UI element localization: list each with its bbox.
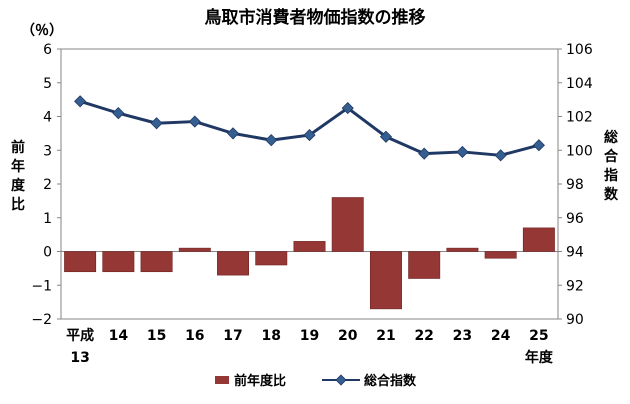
category-label: 16 [185,328,204,344]
bar [484,251,517,259]
category-label: 14 [109,328,129,344]
category-label: 24 [491,328,511,344]
right-axis-title-char: 総 [604,129,618,146]
left-axis-title-char: 前 [11,139,25,156]
bar [140,251,173,273]
right-tick-label: 92 [566,278,584,294]
legend: 前年度比 総合指数 [215,373,417,389]
category-label: 13 [70,350,89,366]
category-label: 21 [376,328,395,344]
left-tick-label: 5 [43,76,52,92]
right-tick-label: 102 [566,110,593,126]
category-label: 20 [338,328,358,344]
category-label: 年度 [525,349,554,366]
line-marker [341,101,354,115]
line-marker [74,95,87,108]
bar [331,197,364,252]
line-marker [112,107,125,120]
right-tick-label: 104 [566,76,593,92]
line-marker [532,139,545,152]
left-axis-ticks: 6 5 4 3 2 1 0 −1 −2 [31,42,61,328]
line-marker [188,115,201,128]
line-marker [494,149,507,162]
category-label: 22 [414,328,433,344]
line-series [74,95,545,162]
left-tick-label: 6 [43,42,52,58]
left-tick-label: −1 [31,278,52,294]
right-axis-ticks: 106 104 102 100 98 96 94 92 90 [558,42,593,328]
bar [369,251,402,310]
bar [178,247,211,252]
bar [408,251,441,279]
line-marker [226,127,240,140]
bar-series [64,197,555,310]
line-marker [150,117,163,130]
right-tick-label: 98 [566,177,584,193]
chart-title: 鳥取市消費者物価指数の推移 [205,7,426,28]
left-axis-title-char: 比 [11,196,25,213]
bar [217,251,250,276]
left-tick-label: 2 [43,177,52,193]
category-label: 15 [147,328,166,344]
line-marker [379,130,393,143]
line-marker [265,134,278,147]
left-axis-title-char: 年 [11,158,25,175]
left-axis-title: 前年度比 [11,139,26,213]
legend-bar-label: 前年度比 [234,373,286,389]
category-label: 19 [300,328,319,344]
right-tick-label: 100 [566,143,593,159]
left-axis-unit: （％） [21,23,63,39]
category-labels: 平成 13 14 15 16 17 18 19 20 21 22 23 24 25 年度 [66,327,554,366]
bar [102,251,135,273]
bar [293,241,326,252]
category-label: 17 [223,328,242,344]
bar [64,251,97,273]
line-marker [418,147,431,160]
right-tick-label: 106 [566,42,593,58]
left-tick-label: 0 [43,245,52,261]
category-label: 25 [529,328,548,344]
left-axis-title-char: 度 [11,177,26,194]
left-tick-label: −2 [31,312,52,328]
right-axis-title: 総合指数 [604,129,619,203]
plot-area [60,48,559,320]
left-tick-label: 1 [43,211,52,227]
right-axis-title-char: 合 [604,148,619,165]
bar [522,227,555,252]
right-axis-title-char: 指 [604,167,618,184]
bar [255,251,288,266]
legend-line-marker [335,374,347,386]
category-label: 23 [453,328,472,344]
right-tick-label: 90 [566,312,584,328]
left-tick-label: 3 [43,143,52,159]
legend-line-label: 総合指数 [364,373,417,389]
right-axis-title-char: 数 [604,186,619,203]
category-label: 平成 [66,327,94,344]
legend-bar-swatch [215,376,229,384]
category-label: 18 [262,328,281,344]
line-marker [456,145,469,159]
right-tick-label: 96 [566,211,584,227]
bar [446,247,479,252]
left-tick-label: 4 [43,110,52,126]
line-marker [303,128,316,142]
right-tick-label: 94 [566,245,584,261]
